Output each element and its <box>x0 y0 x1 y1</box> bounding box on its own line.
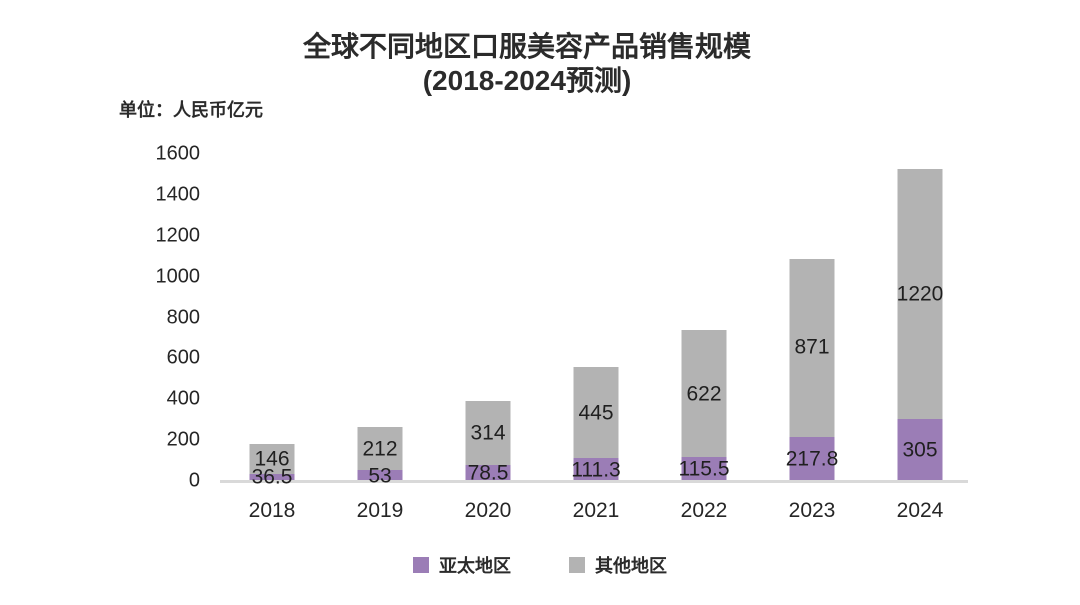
bar-segment <box>573 458 619 481</box>
bar-value-label: 445 <box>578 401 614 425</box>
bar-value-label: 217.8 <box>785 447 839 471</box>
x-axis-tick-label: 2020 <box>464 499 512 522</box>
legend-swatch-icon <box>569 557 585 573</box>
y-axis-tick-label: 1200 <box>155 224 201 247</box>
legend-item: 亚太地区 <box>413 552 511 578</box>
y-axis-tick-label: 600 <box>166 346 200 369</box>
bar-segment <box>681 457 727 481</box>
bar-slot: 111.3 445 2021 <box>542 154 650 522</box>
bar-segment <box>465 464 511 481</box>
bar-segment <box>789 258 835 437</box>
y-axis-tick-label: 1000 <box>155 265 201 288</box>
bar-slot: 217.8 871 2023 <box>758 154 866 522</box>
bar-value-label: 212 <box>362 437 398 461</box>
bar-slot: 53 212 2019 <box>326 154 434 522</box>
x-axis-tick-label: 2024 <box>896 499 944 522</box>
bar-value-label: 36.5 <box>251 465 293 489</box>
bar-segment <box>249 473 295 481</box>
y-axis-tick-label: 200 <box>166 428 200 451</box>
bar-value-label: 305 <box>902 438 938 462</box>
legend-item: 其他地区 <box>569 552 667 578</box>
bar-segment <box>897 418 943 481</box>
bar-value-label: 78.5 <box>467 461 509 485</box>
plot-area: 0 200 400 600 800 1000 1200 1400 1600 36.5 146 2018… <box>156 143 974 522</box>
bar-value-label: 871 <box>794 335 830 359</box>
bar-value-label: 314 <box>470 421 506 445</box>
y-axis-tick-label: 1400 <box>155 183 201 206</box>
x-axis-tick-label: 2018 <box>248 499 296 522</box>
bar-segment <box>357 426 403 471</box>
bar-value-label: 1220 <box>896 282 944 306</box>
y-axis-tick-label: 400 <box>166 387 200 410</box>
bar-slot: 36.5 146 2018 <box>218 154 326 522</box>
bar-segment <box>681 330 727 458</box>
y-axis-tick-label: 800 <box>166 306 200 328</box>
chart-title-line1: 全球不同地区口服美容产品销售规模 <box>302 31 751 62</box>
chart-title-line2: (2018-2024预测) <box>422 65 632 96</box>
bar-segment <box>789 436 835 481</box>
x-axis-tick-label: 2023 <box>788 499 836 522</box>
bar-segment <box>465 400 511 465</box>
bar-value-label: 622 <box>686 382 722 406</box>
legend-swatch-icon <box>413 557 429 573</box>
unit-label: 单位：人民币亿元 <box>119 100 263 120</box>
bar-segment <box>897 169 943 419</box>
x-axis-tick-label: 2019 <box>356 499 404 522</box>
legend: 亚太地区 其他地区 <box>0 552 1080 578</box>
bar-value-label: 146 <box>254 447 290 471</box>
legend-label: 其他地区 <box>595 556 667 576</box>
bar-slot: 78.5 314 2020 <box>434 154 542 522</box>
y-axis-tick-label: 0 <box>188 469 200 492</box>
bar-segment <box>357 470 403 481</box>
legend-label: 亚太地区 <box>439 556 511 576</box>
bar-value-label: 53 <box>368 464 392 488</box>
chart-title: 全球不同地区口服美容产品销售规模 (2018-2024预测) <box>0 30 1054 98</box>
bar-slot: 305 1220 2024 <box>866 154 974 522</box>
bar-value-label: 115.5 <box>678 457 730 481</box>
bar-segment <box>573 367 619 459</box>
x-axis-tick-label: 2022 <box>680 499 728 522</box>
bar-slot: 115.5 622 2022 <box>650 154 758 522</box>
x-axis-tick-label: 2021 <box>572 499 620 522</box>
bar-segment <box>249 443 295 474</box>
y-axis-tick-label: 1600 <box>155 142 201 165</box>
x-axis-line <box>220 480 968 483</box>
bar-value-label: 111.3 <box>571 458 621 482</box>
